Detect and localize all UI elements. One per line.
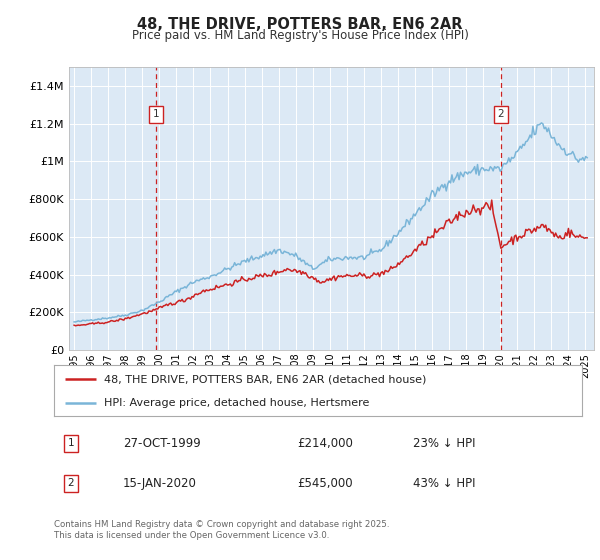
Text: 15-JAN-2020: 15-JAN-2020 [122,477,197,490]
Text: £214,000: £214,000 [297,437,353,450]
Text: 27-OCT-1999: 27-OCT-1999 [122,437,200,450]
Text: 43% ↓ HPI: 43% ↓ HPI [413,477,476,490]
Text: 2: 2 [68,478,74,488]
Text: 1: 1 [153,109,160,119]
Text: Contains HM Land Registry data © Crown copyright and database right 2025.
This d: Contains HM Land Registry data © Crown c… [54,520,389,540]
Text: HPI: Average price, detached house, Hertsmere: HPI: Average price, detached house, Hert… [104,398,370,408]
Text: 2: 2 [497,109,504,119]
Text: 48, THE DRIVE, POTTERS BAR, EN6 2AR: 48, THE DRIVE, POTTERS BAR, EN6 2AR [137,17,463,32]
Text: Price paid vs. HM Land Registry's House Price Index (HPI): Price paid vs. HM Land Registry's House … [131,29,469,42]
Text: 1: 1 [68,438,74,449]
Text: £545,000: £545,000 [297,477,353,490]
Text: 23% ↓ HPI: 23% ↓ HPI [413,437,476,450]
Text: 48, THE DRIVE, POTTERS BAR, EN6 2AR (detached house): 48, THE DRIVE, POTTERS BAR, EN6 2AR (det… [104,374,427,384]
